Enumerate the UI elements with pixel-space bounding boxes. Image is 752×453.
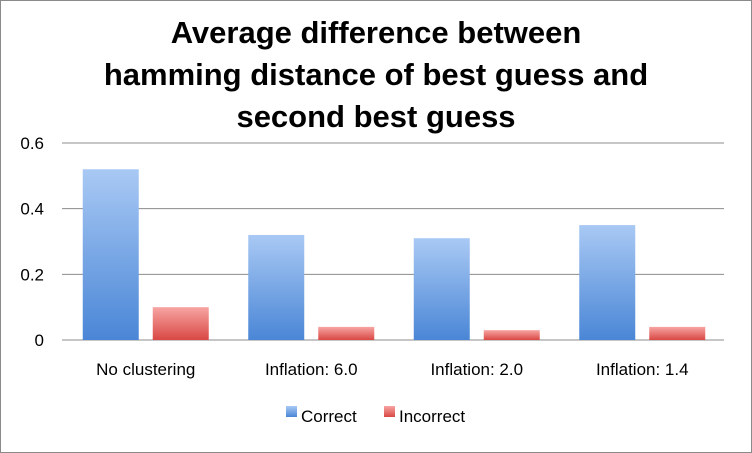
bar-incorrect-2 (483, 330, 540, 340)
bar-correct-2 (413, 238, 470, 340)
legend-swatch-incorrect (384, 406, 395, 417)
chart-title: Average difference between hamming dista… (0, 12, 752, 138)
chart-title-line-2: hamming distance of best guess and (103, 57, 649, 92)
chart-title-line-3: second best guess (236, 99, 516, 134)
legend-swatch-correct (286, 406, 297, 417)
bars (82, 169, 706, 340)
y-tick-label-3: 0.6 (20, 134, 44, 153)
bar-correct-3 (579, 225, 636, 340)
bar-incorrect-1 (318, 326, 375, 340)
y-tick-label-1: 0.2 (20, 265, 44, 284)
bar-incorrect-3 (649, 326, 706, 340)
y-tick-label-0: 0 (35, 331, 44, 350)
bar-correct-1 (248, 234, 305, 340)
y-tick-label-2: 0.4 (20, 200, 44, 219)
x-category-label-2: Inflation: 2.0 (430, 360, 523, 379)
legend: Correct Incorrect (286, 406, 465, 426)
bar-incorrect-0 (152, 307, 209, 340)
x-category-label-0: No clustering (96, 360, 195, 379)
legend-label-correct: Correct (301, 407, 357, 426)
x-axis-categories: No clustering Inflation: 6.0 Inflation: 2.… (96, 360, 688, 379)
legend-label-incorrect: Incorrect (399, 407, 465, 426)
bar-correct-0 (82, 169, 139, 340)
x-category-label-1: Inflation: 6.0 (265, 360, 358, 379)
x-category-label-3: Inflation: 1.4 (596, 360, 689, 379)
chart-title-line-1: Average difference between (170, 15, 582, 50)
y-axis-ticks: 0 0.2 0.4 0.6 (20, 134, 44, 350)
